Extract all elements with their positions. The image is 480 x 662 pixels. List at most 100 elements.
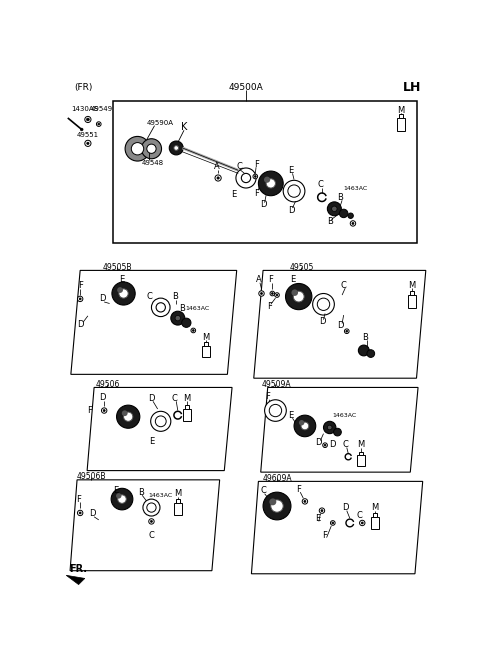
Text: 49609A: 49609A: [263, 474, 293, 483]
Circle shape: [346, 330, 348, 332]
Text: B: B: [337, 193, 344, 202]
Polygon shape: [71, 270, 237, 374]
Text: D: D: [77, 320, 84, 329]
Circle shape: [171, 311, 185, 325]
Circle shape: [215, 175, 221, 181]
Text: F: F: [268, 275, 273, 284]
Circle shape: [85, 140, 91, 146]
Circle shape: [191, 328, 196, 333]
Circle shape: [345, 329, 349, 334]
Bar: [372, 513, 377, 517]
Circle shape: [175, 316, 180, 321]
Circle shape: [152, 298, 170, 316]
Circle shape: [123, 412, 133, 421]
Text: C: C: [146, 292, 152, 301]
Text: E: E: [120, 275, 125, 284]
Circle shape: [361, 522, 363, 524]
Text: E: E: [315, 514, 320, 523]
Circle shape: [258, 171, 283, 196]
Text: D: D: [99, 295, 106, 303]
Circle shape: [98, 123, 100, 125]
Bar: [408, 295, 416, 308]
Text: E: E: [288, 166, 294, 175]
Text: D: D: [148, 394, 155, 402]
Circle shape: [125, 136, 150, 161]
Circle shape: [352, 222, 354, 224]
Text: B: B: [180, 305, 185, 313]
Circle shape: [80, 128, 83, 131]
Text: C: C: [342, 440, 348, 449]
Circle shape: [254, 175, 256, 177]
Text: B: B: [138, 488, 144, 496]
Circle shape: [192, 330, 194, 332]
Circle shape: [96, 122, 101, 126]
Circle shape: [169, 141, 183, 155]
Text: E: E: [113, 486, 119, 495]
Circle shape: [149, 519, 154, 524]
Circle shape: [367, 350, 375, 357]
Text: 1430AS: 1430AS: [72, 106, 98, 112]
Text: M: M: [397, 106, 405, 115]
Polygon shape: [252, 481, 423, 574]
Text: C: C: [237, 162, 243, 171]
Text: E: E: [288, 410, 294, 420]
Circle shape: [150, 520, 153, 522]
Text: M: M: [408, 281, 416, 289]
Text: F: F: [78, 281, 83, 291]
Text: B: B: [172, 292, 178, 301]
Text: E: E: [290, 275, 295, 284]
Text: A: A: [255, 275, 261, 284]
Text: D: D: [99, 393, 106, 402]
Circle shape: [350, 220, 356, 226]
Circle shape: [299, 420, 304, 426]
Text: C: C: [148, 531, 155, 540]
Text: E: E: [149, 437, 154, 446]
Text: F: F: [76, 495, 81, 504]
Circle shape: [263, 492, 291, 520]
Circle shape: [181, 318, 191, 328]
Text: D: D: [288, 206, 294, 215]
Bar: [410, 291, 414, 295]
Bar: [113, 101, 417, 244]
Circle shape: [286, 283, 312, 310]
Circle shape: [261, 293, 263, 295]
Circle shape: [147, 503, 156, 512]
Polygon shape: [87, 387, 232, 471]
Bar: [399, 114, 403, 118]
Bar: [204, 342, 208, 346]
Circle shape: [236, 168, 256, 188]
Polygon shape: [261, 387, 418, 472]
Circle shape: [118, 495, 126, 503]
Bar: [202, 346, 210, 357]
Circle shape: [324, 421, 336, 434]
Circle shape: [291, 289, 298, 296]
Circle shape: [330, 520, 335, 525]
Circle shape: [143, 499, 160, 516]
Circle shape: [304, 500, 306, 502]
Text: A: A: [214, 162, 219, 171]
Circle shape: [271, 500, 283, 512]
Circle shape: [119, 289, 128, 298]
Circle shape: [324, 444, 326, 446]
Circle shape: [132, 142, 144, 155]
Bar: [183, 409, 191, 421]
Text: D: D: [316, 438, 322, 448]
Text: 49506: 49506: [96, 380, 120, 389]
Text: 1463AC: 1463AC: [343, 186, 367, 191]
Circle shape: [359, 345, 369, 356]
Circle shape: [79, 512, 81, 514]
Circle shape: [332, 206, 337, 211]
Circle shape: [321, 510, 323, 512]
Circle shape: [111, 489, 133, 510]
Circle shape: [151, 411, 171, 432]
Circle shape: [77, 296, 83, 302]
Text: F: F: [323, 531, 327, 540]
Text: C: C: [260, 486, 266, 495]
Circle shape: [156, 416, 166, 427]
Circle shape: [77, 510, 83, 516]
Circle shape: [275, 293, 279, 297]
Circle shape: [117, 405, 140, 428]
Text: 49549: 49549: [91, 106, 113, 112]
Circle shape: [288, 185, 300, 197]
Circle shape: [327, 425, 332, 430]
